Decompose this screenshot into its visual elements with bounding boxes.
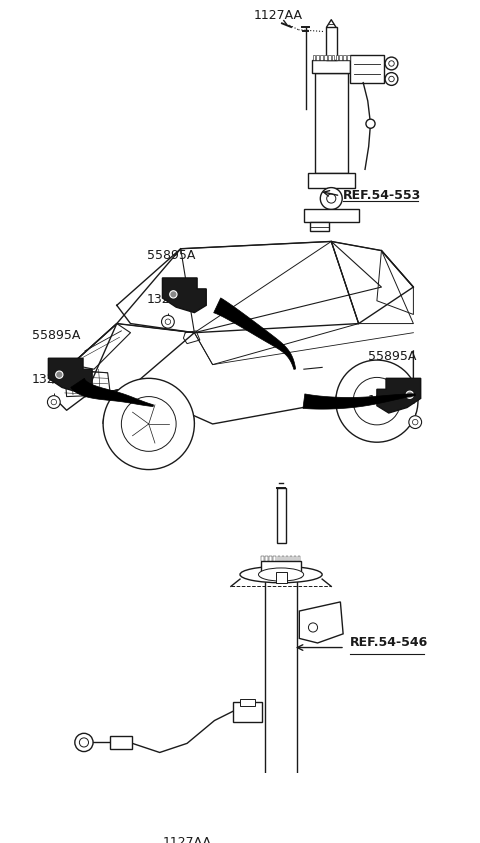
Text: REF.54-546: REF.54-546	[349, 636, 428, 649]
Bar	[276, 572, 287, 583]
Bar	[312, 60, 350, 72]
Circle shape	[170, 291, 177, 298]
Bar	[298, 556, 300, 561]
Circle shape	[327, 194, 336, 203]
Bar	[276, 488, 286, 543]
Text: 1127AA: 1127AA	[163, 835, 212, 843]
Circle shape	[412, 419, 418, 425]
Bar	[294, 556, 296, 561]
Ellipse shape	[240, 566, 322, 583]
Bar	[274, 556, 276, 561]
Bar	[320, 56, 323, 60]
Bar	[332, 56, 335, 60]
Text: 55895A: 55895A	[32, 329, 80, 341]
Circle shape	[385, 57, 398, 70]
Bar	[286, 556, 288, 561]
Polygon shape	[300, 602, 343, 643]
Circle shape	[409, 416, 421, 428]
Bar	[269, 556, 272, 561]
Polygon shape	[214, 298, 296, 369]
Bar	[261, 561, 301, 577]
Bar	[324, 56, 327, 60]
Circle shape	[389, 76, 394, 82]
Circle shape	[406, 391, 413, 399]
Text: 1327AC: 1327AC	[32, 373, 81, 385]
Bar	[240, 699, 254, 706]
Bar	[282, 556, 284, 561]
Text: 1327AC: 1327AC	[147, 293, 195, 306]
Circle shape	[366, 119, 375, 128]
Bar	[315, 72, 348, 173]
Bar	[343, 56, 346, 60]
Text: 1127AA: 1127AA	[254, 8, 303, 22]
Circle shape	[165, 319, 171, 325]
Polygon shape	[377, 379, 420, 413]
Circle shape	[389, 61, 394, 67]
Ellipse shape	[258, 568, 304, 581]
Circle shape	[79, 738, 88, 747]
Bar	[312, 56, 315, 60]
Text: 55895A: 55895A	[368, 350, 416, 362]
Bar	[316, 56, 319, 60]
Circle shape	[385, 72, 398, 85]
Circle shape	[48, 395, 60, 409]
Circle shape	[353, 378, 401, 425]
Polygon shape	[71, 379, 154, 406]
Circle shape	[56, 371, 63, 379]
Bar	[109, 736, 132, 749]
Circle shape	[75, 733, 93, 752]
Bar	[336, 56, 338, 60]
Polygon shape	[162, 278, 206, 313]
Circle shape	[336, 360, 418, 443]
Bar	[310, 223, 328, 231]
Text: 55895A: 55895A	[147, 250, 195, 262]
Circle shape	[161, 315, 174, 328]
Bar	[264, 575, 298, 793]
Bar	[349, 56, 384, 83]
Bar	[339, 56, 342, 60]
Bar	[308, 173, 355, 188]
Polygon shape	[48, 358, 92, 393]
Bar	[277, 556, 280, 561]
Text: 1327AC: 1327AC	[368, 394, 416, 406]
Circle shape	[320, 188, 342, 210]
Bar	[233, 702, 262, 722]
Polygon shape	[303, 394, 415, 409]
Bar	[328, 56, 331, 60]
Circle shape	[121, 396, 176, 451]
Bar	[262, 556, 264, 561]
Bar	[304, 210, 359, 223]
Bar	[347, 56, 350, 60]
Circle shape	[51, 400, 57, 405]
Bar	[326, 27, 337, 60]
Bar	[289, 556, 292, 561]
Circle shape	[309, 623, 318, 632]
Bar	[265, 556, 268, 561]
Text: REF.54-553: REF.54-553	[343, 190, 421, 202]
Circle shape	[103, 379, 194, 470]
